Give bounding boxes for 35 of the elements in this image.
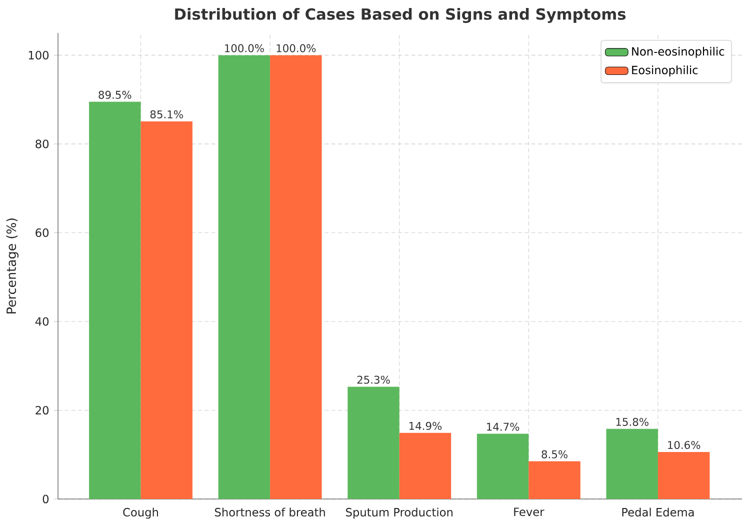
y-tick-label: 100 xyxy=(28,50,49,60)
y-tick-label: 80 xyxy=(36,140,49,148)
x-tick-label: Cough xyxy=(123,508,158,519)
data-label: 10.6% xyxy=(668,440,700,450)
x-tick-label: Fever xyxy=(514,508,544,516)
legend-label: Non-eosinophilic xyxy=(632,46,724,58)
y-tick-label: 60 xyxy=(36,228,49,238)
data-label: 100.0% xyxy=(276,44,316,52)
bar xyxy=(606,428,658,499)
bar xyxy=(399,432,452,499)
x-tick-label: Shortness of breath xyxy=(214,508,325,516)
chart-title: Distribution of Cases Based on Signs and Symptoms xyxy=(175,8,626,23)
bar xyxy=(140,121,192,499)
bar xyxy=(89,102,141,499)
bar xyxy=(348,386,400,499)
bar xyxy=(218,55,270,499)
data-label: 14.9% xyxy=(409,422,442,430)
bar xyxy=(528,461,580,499)
bar xyxy=(270,55,322,499)
data-label: 25.3% xyxy=(357,376,390,384)
y-axis-title: Percentage (%) xyxy=(6,218,19,314)
data-label: 15.8% xyxy=(616,418,648,426)
data-label: 85.1% xyxy=(150,110,183,118)
y-tick-label: 20 xyxy=(36,406,49,415)
data-label: 89.5% xyxy=(98,90,132,99)
x-tick-label: Sputum Production xyxy=(346,508,452,519)
y-tick-label: 40 xyxy=(35,317,49,326)
y-tick-label: 0 xyxy=(42,494,49,504)
legend-label: Eosinophilic xyxy=(632,66,698,77)
data-label: 14.7% xyxy=(487,422,520,431)
data-label: 8.5% xyxy=(542,450,568,458)
bar xyxy=(476,434,529,499)
data-label: 100.0% xyxy=(225,44,264,52)
x-tick-label: Pedal Edema xyxy=(622,508,694,516)
bar xyxy=(658,452,710,499)
